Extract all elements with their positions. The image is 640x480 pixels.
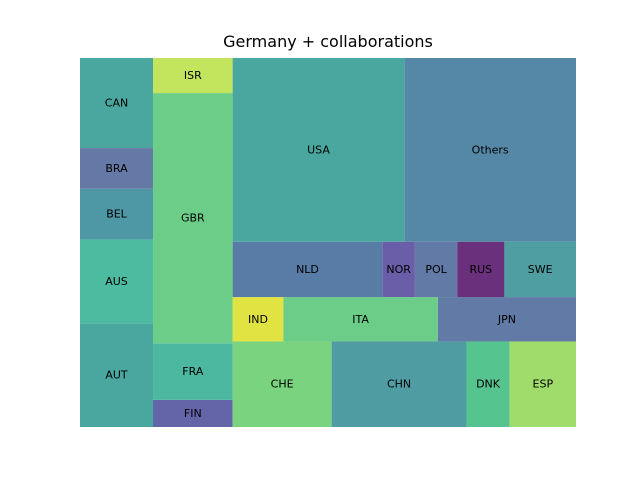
treemap-label-gbr: GBR [181,212,205,225]
treemap-label-bra: BRA [105,162,128,175]
treemap-label-esp: ESP [533,378,554,391]
treemap-label-swe: SWE [528,263,553,276]
treemap-tile-fin [153,399,233,427]
treemap-tile-aus [80,239,154,324]
treemap-tile-isr [153,58,233,94]
treemap-tile-gbr [153,93,233,344]
treemap-label-fra: FRA [182,365,204,378]
treemap-tile-rus [457,241,505,298]
treemap-label-nor: NOR [386,263,411,276]
treemap-label-can: CAN [105,97,128,110]
treemap-label-isr: ISR [184,69,202,82]
treemap-tile-nld [232,241,383,298]
treemap-label-pol: POL [425,263,447,276]
treemap-label-che: CHE [271,378,294,391]
treemap-tile-dnk [466,341,510,427]
treemap-tile-esp [509,341,576,427]
treemap-tile-usa [232,58,405,242]
treemap-label-aut: AUT [105,369,128,382]
treemap-label-chn: CHN [387,378,411,391]
treemap-label-usa: USA [307,143,330,156]
treemap-tile-swe [504,241,576,298]
chart-title: Germany + collaborations [223,32,433,51]
treemap-label-aus: AUS [105,275,128,288]
treemap-tile-bel [80,188,154,240]
treemap-label-others: Others [472,143,509,156]
treemap-label-bel: BEL [106,208,127,221]
treemap-tile-can [80,58,154,149]
treemap-label-nld: NLD [296,263,319,276]
treemap-label-ind: IND [248,313,268,326]
treemap-tile-others [404,58,576,242]
treemap-label-dnk: DNK [476,378,501,391]
treemap-tile-chn [331,341,467,427]
treemap-tile-bra [80,148,154,189]
treemap-tile-pol [414,241,458,298]
treemap-tile-che [232,341,332,427]
treemap-tile-nor [382,241,415,298]
treemap-tile-ind [232,297,284,342]
treemap-label-ita: ITA [352,313,369,326]
treemap-label-fin: FIN [184,407,202,420]
treemap-tile-jpn [437,297,576,342]
treemap-tile-aut [80,323,154,427]
treemap-tile-fra [153,343,233,400]
treemap-tile-ita [283,297,438,342]
treemap-label-rus: RUS [469,263,492,276]
treemap-label-jpn: JPN [497,313,516,326]
